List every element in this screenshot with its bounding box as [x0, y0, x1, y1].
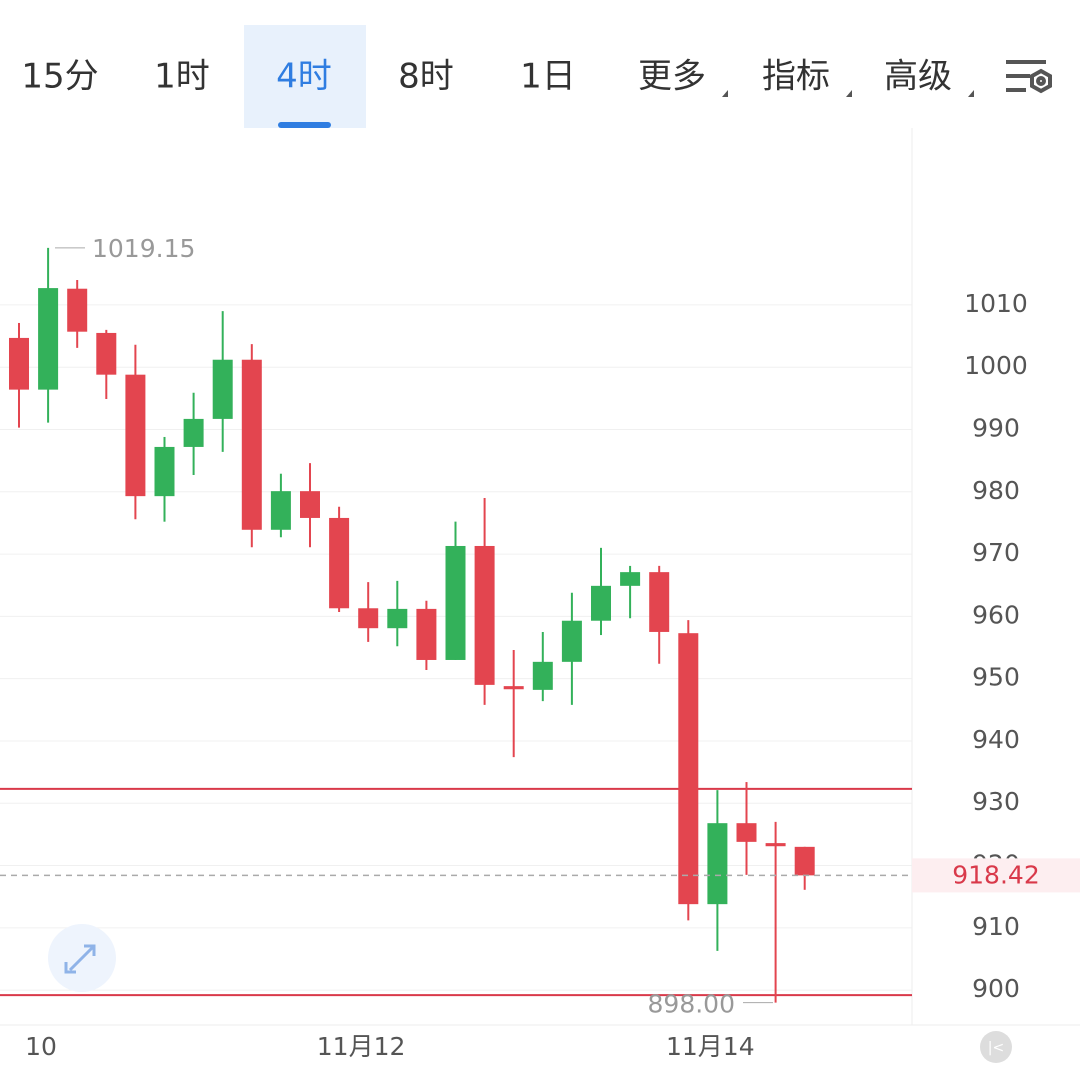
candle-body [736, 823, 757, 842]
y-tick-label: 970 [972, 538, 1020, 567]
candle-body [241, 359, 262, 530]
tabs: 15分 1时 4时 8时 1日 更多 指标 高级 [21, 57, 974, 97]
candle-body [358, 608, 379, 629]
candle-body [503, 686, 524, 690]
active-tab-indicator [278, 122, 331, 128]
candle-body [532, 661, 553, 690]
scroll-end-icon: |< [988, 1040, 1004, 1056]
scroll-end-button[interactable] [980, 1031, 1012, 1063]
y-tick-label: 990 [972, 413, 1020, 442]
candle-body [67, 288, 88, 332]
settings-icon[interactable] [1006, 60, 1052, 94]
candle-body [38, 288, 59, 390]
candle-body [678, 633, 699, 905]
last-price-label: 918.42 [952, 860, 1039, 889]
candle-body [329, 517, 350, 609]
low-label: 898.00 [648, 990, 735, 1019]
candle-body [183, 418, 204, 447]
y-tick-label: 910 [972, 912, 1020, 941]
candle-body [561, 620, 582, 662]
y-tick-label: 930 [972, 787, 1020, 816]
candle-body [300, 491, 320, 518]
candle-body [9, 337, 29, 390]
tab[interactable]: 更多 [638, 57, 706, 97]
tab[interactable]: 指标 [762, 57, 830, 97]
candle-body [649, 572, 670, 632]
tab[interactable]: 高级 [884, 57, 952, 97]
active-tab-bg [244, 25, 366, 128]
y-tick-label: 1000 [964, 351, 1028, 380]
candle-body [154, 446, 175, 497]
x-tick-label: 11月12 [317, 1032, 406, 1061]
plot: 9009109209309409509609709809901000101010… [0, 234, 1080, 1061]
candle-body [416, 608, 437, 660]
candle-body [794, 846, 815, 876]
y-tick-label: 940 [972, 725, 1020, 754]
candle-body [212, 359, 233, 419]
candle-body [707, 823, 728, 905]
y-tick-label: 900 [972, 974, 1020, 1003]
candle-body [270, 491, 291, 530]
y-tick-label: 960 [972, 600, 1020, 629]
expand-icon [64, 944, 96, 974]
candle-body [96, 332, 117, 375]
tab[interactable]: 1日 [520, 57, 576, 97]
dropdown-caret [846, 90, 852, 97]
candle-body [474, 545, 495, 685]
y-tick-label: 980 [972, 476, 1020, 505]
tab[interactable]: 1时 [154, 57, 210, 97]
dropdown-caret [968, 90, 974, 97]
tab[interactable]: 15分 [21, 57, 98, 97]
tab[interactable]: 4时 [276, 57, 332, 97]
candle-body [387, 608, 408, 629]
candle-body [591, 585, 611, 621]
candle-body [125, 374, 146, 497]
last-price-box [912, 858, 1080, 893]
high-label: 1019.15 [92, 234, 195, 263]
candle-body [445, 545, 466, 660]
tab[interactable]: 8时 [398, 57, 454, 97]
y-tick-label: 950 [972, 663, 1020, 692]
x-tick-label: 11月14 [666, 1032, 755, 1061]
y-tick-label: 1010 [964, 289, 1028, 318]
candle-body [620, 572, 641, 586]
dropdown-caret [722, 90, 728, 97]
candle-body [765, 843, 786, 847]
x-tick-label: 10 [25, 1032, 57, 1061]
